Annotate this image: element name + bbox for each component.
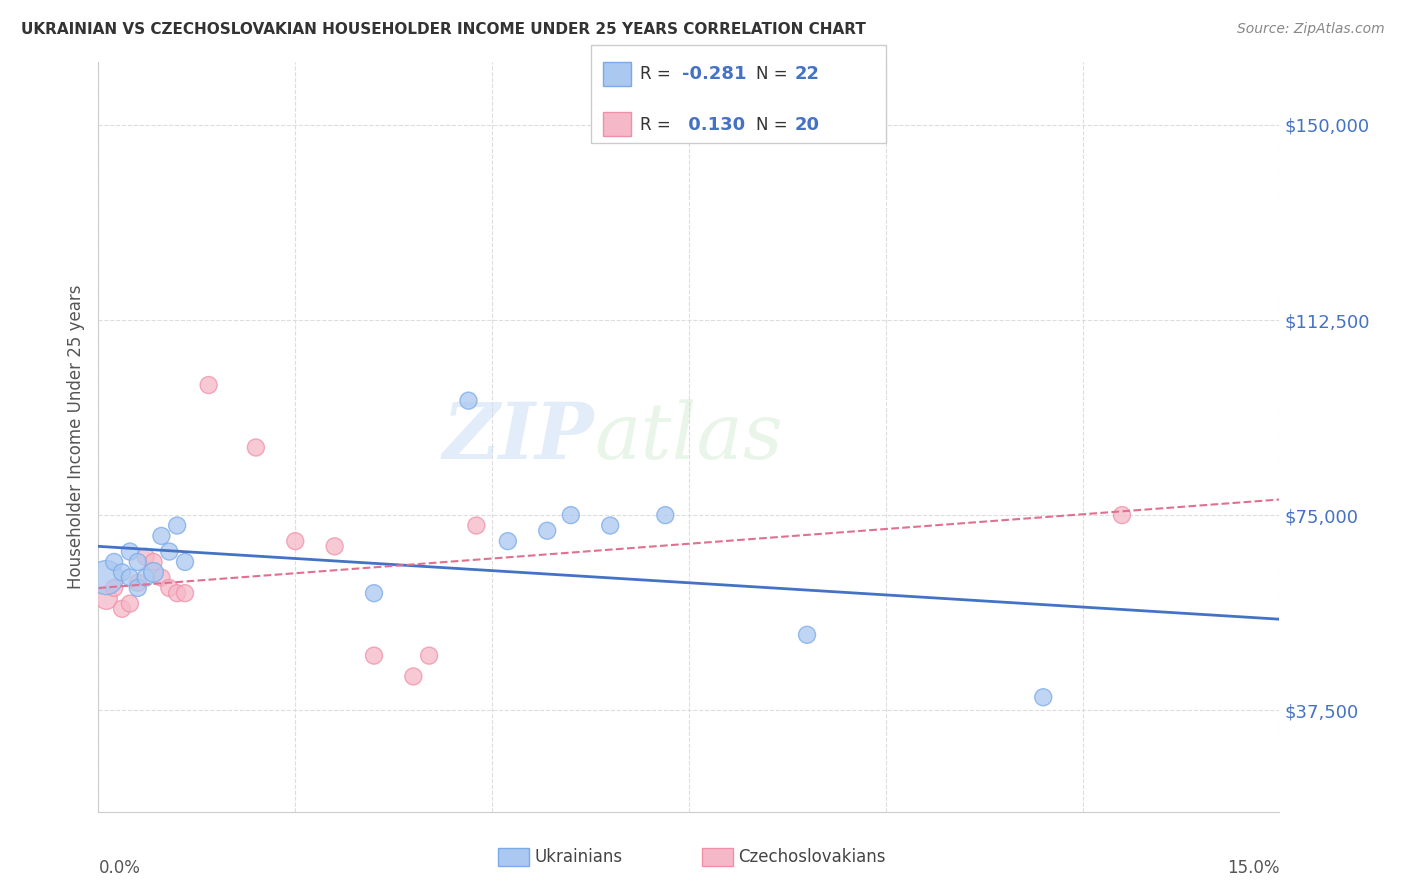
Point bbox=[1111, 508, 1133, 523]
Point bbox=[135, 571, 157, 585]
Point bbox=[142, 555, 165, 569]
Point bbox=[284, 534, 307, 549]
Point bbox=[135, 549, 157, 564]
Point bbox=[560, 508, 582, 523]
Point bbox=[103, 581, 125, 595]
Point bbox=[418, 648, 440, 663]
Point bbox=[465, 518, 488, 533]
Point bbox=[118, 571, 141, 585]
Point bbox=[103, 555, 125, 569]
Point bbox=[118, 544, 141, 558]
Point bbox=[157, 581, 180, 595]
Text: R =: R = bbox=[640, 65, 676, 83]
Point bbox=[150, 571, 173, 585]
Point bbox=[1032, 690, 1054, 705]
Point bbox=[599, 518, 621, 533]
Point bbox=[654, 508, 676, 523]
Text: -0.281: -0.281 bbox=[682, 65, 747, 83]
Text: R =: R = bbox=[640, 116, 676, 134]
Point bbox=[323, 539, 346, 553]
Point bbox=[118, 597, 141, 611]
Point bbox=[457, 393, 479, 408]
Text: atlas: atlas bbox=[595, 399, 783, 475]
Text: Source: ZipAtlas.com: Source: ZipAtlas.com bbox=[1237, 22, 1385, 37]
Point bbox=[111, 602, 134, 616]
Point bbox=[127, 581, 149, 595]
Text: 22: 22 bbox=[794, 65, 820, 83]
Point bbox=[127, 555, 149, 569]
Point bbox=[174, 586, 197, 600]
Point bbox=[402, 669, 425, 683]
Point bbox=[796, 628, 818, 642]
Y-axis label: Householder Income Under 25 years: Householder Income Under 25 years bbox=[66, 285, 84, 590]
Text: 15.0%: 15.0% bbox=[1227, 858, 1279, 877]
Text: 0.0%: 0.0% bbox=[98, 858, 141, 877]
Point bbox=[166, 518, 188, 533]
Text: ZIP: ZIP bbox=[443, 399, 595, 475]
Point bbox=[96, 591, 118, 606]
Text: N =: N = bbox=[756, 65, 793, 83]
Point bbox=[174, 555, 197, 569]
Point bbox=[197, 378, 219, 392]
Text: UKRAINIAN VS CZECHOSLOVAKIAN HOUSEHOLDER INCOME UNDER 25 YEARS CORRELATION CHART: UKRAINIAN VS CZECHOSLOVAKIAN HOUSEHOLDER… bbox=[21, 22, 866, 37]
Point bbox=[157, 544, 180, 558]
Point bbox=[96, 571, 118, 585]
Text: 20: 20 bbox=[794, 116, 820, 134]
Point bbox=[111, 566, 134, 580]
Point bbox=[363, 648, 385, 663]
Point bbox=[363, 586, 385, 600]
Point bbox=[536, 524, 558, 538]
Point bbox=[142, 566, 165, 580]
Text: 0.130: 0.130 bbox=[682, 116, 745, 134]
Text: Czechoslovakians: Czechoslovakians bbox=[738, 848, 886, 866]
Text: Ukrainians: Ukrainians bbox=[534, 848, 623, 866]
Point bbox=[245, 441, 267, 455]
Text: N =: N = bbox=[756, 116, 793, 134]
Point bbox=[496, 534, 519, 549]
Point bbox=[166, 586, 188, 600]
Point bbox=[127, 575, 149, 590]
Point bbox=[150, 529, 173, 543]
